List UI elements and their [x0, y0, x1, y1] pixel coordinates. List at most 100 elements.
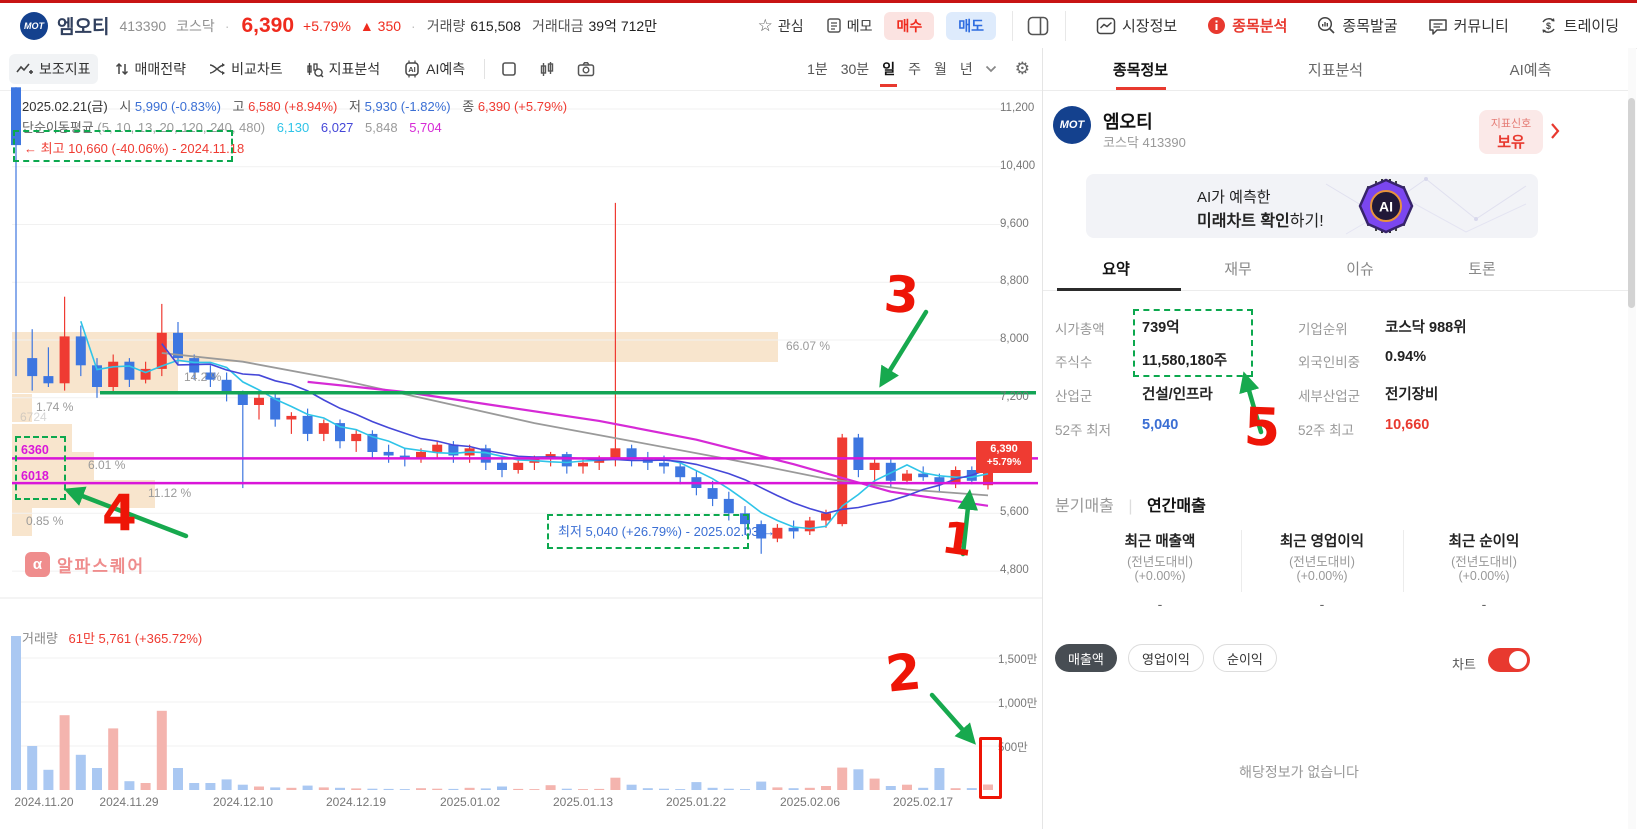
trend-lines[interactable]: [12, 390, 1038, 485]
chevron-right-icon[interactable]: [1549, 122, 1561, 140]
price-box-percent: +5.79%: [986, 456, 1022, 468]
tool-layout-square[interactable]: [494, 56, 524, 82]
volume-label: 거래량: [426, 17, 466, 34]
volume-axis-label: 1,000만: [998, 698, 1038, 710]
sell-button[interactable]: 매도: [946, 11, 996, 40]
panel-stock-logo: MOT: [1053, 106, 1091, 144]
volume-profile-percent-label: 14.2 %: [184, 370, 222, 384]
volume-profile-percent-label: 1.74 %: [36, 400, 74, 414]
nav-label: 종목발굴: [1342, 18, 1398, 35]
ai-banner-line2: 미래차트 확인하기!: [1197, 207, 1324, 231]
tab-quarterly-revenue[interactable]: 분기매출: [1055, 498, 1114, 515]
toolbar-divider: [484, 59, 486, 79]
memo-icon: [826, 17, 842, 34]
tool-chart-style[interactable]: [533, 56, 561, 83]
signal-value: 보유: [1497, 134, 1525, 151]
revenue-tab-divider: |: [1128, 498, 1133, 515]
scrollbar-thumb[interactable]: [1628, 98, 1635, 308]
nav-trading[interactable]: $ 트레이딩: [1539, 15, 1619, 36]
tool-ai-predict[interactable]: AI AI예측: [396, 54, 472, 84]
y-axis-label: 10,400: [1000, 160, 1036, 172]
timeframe-daily[interactable]: 일: [880, 61, 897, 87]
nav-community[interactable]: 커뮤니티: [1428, 15, 1509, 36]
high-annotation-dashed-box: [13, 130, 233, 162]
subtab-issues[interactable]: 이슈: [1346, 261, 1374, 278]
open-value: 5,990 (-0.83%): [134, 99, 221, 114]
low-annotation-dashed-box: [547, 514, 749, 549]
stat-label-52w-high: 52주 최고: [1298, 423, 1355, 438]
panel-toggle-icon: [1027, 16, 1049, 35]
tool-screenshot[interactable]: [570, 56, 602, 82]
timeframe-yearly[interactable]: 년: [959, 61, 973, 77]
price-level-6018: 6018: [21, 469, 49, 483]
buy-button[interactable]: 매수: [884, 11, 935, 40]
stock-name: 엠오티: [57, 17, 110, 38]
signal-badge[interactable]: 지표신호 보유: [1479, 110, 1543, 154]
tool-trade-strategy[interactable]: 매매전략: [107, 54, 194, 84]
pill-revenue[interactable]: 매출액: [1055, 644, 1117, 672]
active-tab-underline: [1115, 87, 1166, 90]
panel-stock-name: 엠오티: [1103, 112, 1153, 132]
handwritten-digit-4: 4: [102, 484, 137, 542]
nav-label: 트레이딩: [1563, 18, 1619, 35]
stat-label-marketcap: 시가총액: [1055, 322, 1105, 337]
stat-value-52w-low: 5,040: [1142, 417, 1179, 433]
panel-sub-tabs: 요약 재무 이슈 토론: [1055, 252, 1543, 290]
chat-bubble-icon: [1428, 17, 1448, 35]
memo-button[interactable]: 메모: [826, 16, 872, 36]
nav-market-info[interactable]: 시장정보: [1096, 15, 1177, 36]
nav-label: 커뮤니티: [1453, 18, 1509, 35]
stat-value-foreign: 0.94%: [1385, 349, 1427, 365]
subtab-border: [1043, 290, 1628, 291]
alphasquare-logo-icon: α: [25, 552, 50, 577]
trading-cycle-icon: $: [1539, 16, 1558, 35]
alphasquare-logo-text: 알파스퀘어: [57, 557, 146, 576]
timeframe-1min[interactable]: 1분: [807, 61, 828, 77]
stat-label-industry: 산업군: [1055, 389, 1093, 404]
panel-stock-market-code: 코스닥 413390: [1103, 135, 1186, 150]
column-divider: [1403, 530, 1404, 592]
pill-operating-profit[interactable]: 영업이익: [1128, 644, 1204, 672]
tool-label: 지표분석: [328, 61, 381, 77]
timeframe-dropdown[interactable]: [985, 65, 997, 73]
chart-settings-button[interactable]: ⚙: [1014, 59, 1030, 78]
stat-value-subindustry: 전기장비: [1385, 387, 1439, 403]
handwritten-digit-2: 2: [883, 642, 924, 704]
tool-label: 보조지표: [39, 61, 91, 77]
subtab-financials[interactable]: 재무: [1224, 261, 1252, 278]
volume-profile-percent-label: 0.85 %: [26, 514, 64, 528]
tool-indicators[interactable]: 보조지표: [9, 54, 98, 84]
nav-stock-discovery[interactable]: 종목발굴: [1317, 15, 1398, 36]
magnifier-chart-icon: [1317, 16, 1336, 35]
tab-ai-predict[interactable]: AI예측: [1433, 48, 1628, 90]
tab-annual-revenue[interactable]: 연간매출: [1146, 498, 1206, 515]
tool-indicator-analysis[interactable]: 지표분석: [299, 54, 388, 84]
low-value: 5,930 (-1.82%): [364, 99, 451, 114]
timeframe-monthly[interactable]: 월: [933, 61, 947, 77]
pill-net-profit[interactable]: 순이익: [1213, 644, 1277, 672]
panel-scrollbar[interactable]: [1628, 48, 1636, 829]
y-axis-label: 11,200: [1000, 102, 1035, 114]
revenue-col-title: 최근 매출액: [1124, 534, 1196, 550]
x-axis-date-label: 2025.02.06: [779, 795, 841, 809]
chevron-down-icon: [985, 65, 996, 73]
timeframe-30min[interactable]: 30분: [840, 61, 870, 77]
chart-toggle-switch[interactable]: [1488, 648, 1530, 672]
stat-label-foreign: 외국인비중: [1298, 355, 1361, 370]
revenue-col-value: -: [1157, 596, 1163, 612]
watch-button[interactable]: ☆ 관심: [758, 16, 804, 36]
ai-banner[interactable]: AI가 예측한 미래차트 확인하기! AI: [1086, 174, 1538, 238]
short-moving-averages: [80, 321, 989, 530]
subtab-summary[interactable]: 요약: [1102, 261, 1130, 278]
tool-compare-chart[interactable]: 비교차트: [202, 54, 290, 84]
panel-toggle-button[interactable]: [1027, 16, 1049, 36]
tab-indicator-analysis[interactable]: 지표분석: [1238, 48, 1433, 90]
tab-stock-info[interactable]: 종목정보: [1043, 48, 1238, 90]
timeframe-weekly[interactable]: 주: [908, 61, 921, 77]
subtab-discussion[interactable]: 토론: [1468, 261, 1496, 278]
high-price-annotation: ← 최고 10,660 (-40.06%) - 2024.11.18: [24, 141, 245, 156]
volume-axis-label: 1,500만: [998, 654, 1038, 666]
ai-banner-line1: AI가 예측한: [1197, 189, 1271, 206]
nav-stock-analysis[interactable]: 종목분석: [1207, 15, 1287, 36]
